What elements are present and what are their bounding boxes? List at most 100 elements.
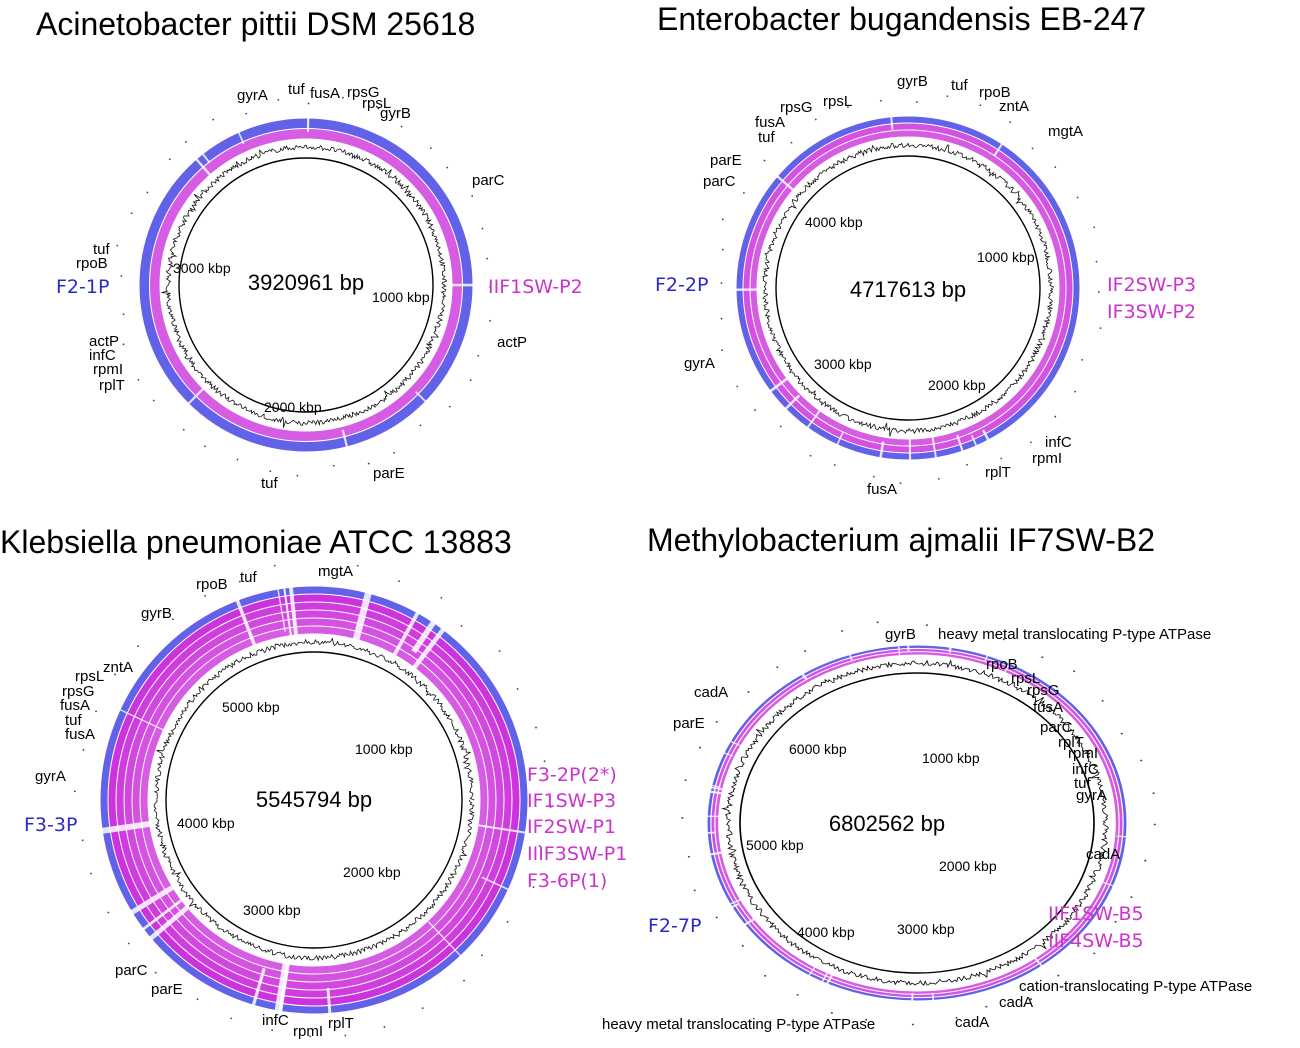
comparison-ring: [140, 626, 488, 974]
annotation-dot: [1144, 859, 1147, 862]
alignment-gap: [711, 784, 721, 788]
comparison-strain-label: IF1SW-P3: [527, 790, 616, 812]
annotation-dot: [955, 1016, 958, 1019]
annotation-dot: [965, 632, 968, 635]
comparison-ring: [711, 648, 1123, 998]
alignment-gap: [981, 429, 990, 441]
alignment-gap: [806, 409, 821, 429]
annotation-dot: [830, 1011, 833, 1014]
annotation-dot: [865, 1018, 868, 1021]
gene-label: zntA: [999, 98, 1029, 115]
annotation-dot: [1041, 656, 1044, 659]
comparison-strain-label: IIF1SW-B5: [1048, 903, 1144, 925]
alignment-gap: [326, 987, 332, 1014]
gc-content-track: [720, 659, 1109, 986]
annotation-dot: [152, 399, 155, 402]
gene-label: tuf: [240, 569, 258, 586]
gene-label: gyrA: [237, 87, 268, 104]
alignment-gap: [130, 884, 175, 915]
alignment-gap: [477, 824, 526, 834]
reference-ring: [100, 586, 528, 1014]
annotation-dot: [446, 166, 449, 169]
genome-ring-map: [73, 564, 552, 1038]
gene-label: heavy metal translocating P-type ATPase: [938, 626, 1211, 643]
annotation-dot: [1099, 327, 1102, 330]
comparison-ring: [743, 123, 1073, 453]
alignment-gap: [970, 434, 978, 447]
annotation-dot: [747, 691, 750, 693]
annotation-dot: [489, 319, 492, 322]
gene-label: fusA: [65, 726, 95, 743]
comparison-ring: [750, 130, 1066, 446]
annotation-dot: [498, 650, 501, 652]
annotation-dot: [469, 379, 472, 382]
annotation-dot: [440, 596, 443, 599]
annotation-dot: [204, 445, 206, 448]
annotation-dot: [73, 790, 76, 793]
gene-label: rpsL: [362, 95, 391, 112]
alignment-gap: [993, 143, 1003, 157]
annotation-dot: [1140, 759, 1143, 762]
annotation-dot: [196, 998, 199, 1001]
gene-label: rpsL: [75, 668, 104, 685]
annotation-dot: [809, 454, 812, 457]
comparison-ring: [108, 594, 520, 1006]
alignment-gap: [897, 645, 901, 655]
annotation-dot: [1030, 998, 1033, 1001]
comparison-strain-label: IF2SW-P3: [1107, 274, 1196, 296]
annotation-dot: [323, 568, 326, 570]
gene-label: rpmI: [93, 361, 123, 378]
kbp-label: 3000 kbp: [243, 902, 301, 918]
gene-label: cation-translocating P-type ATPase: [1019, 978, 1252, 995]
annotation-dot: [489, 286, 492, 288]
comparison-strain-label: IF2SW-P1: [527, 816, 616, 838]
gene-label: rpoB: [986, 656, 1018, 673]
gene-label: cadA: [999, 994, 1033, 1011]
annotation-dot: [273, 564, 276, 567]
annotation-dot: [1029, 441, 1032, 444]
annotation-dot: [377, 107, 380, 110]
annotation-dot: [846, 106, 849, 109]
gene-label: fusA: [60, 697, 90, 714]
annotation-dot: [1074, 390, 1077, 393]
gene-label: rpsL: [1011, 670, 1040, 687]
gene-label: gyrB: [380, 105, 411, 122]
gene-label: actP: [497, 334, 527, 351]
annotation-dot: [122, 343, 125, 346]
comparison-strain-label: IIIF3SW-P1: [527, 843, 627, 865]
gene-label: rpsL: [823, 93, 852, 110]
annotation-dot: [107, 911, 110, 914]
alignment-gap: [142, 899, 183, 931]
reference-strain-label: F2-2P: [655, 274, 708, 296]
gene-label: parE: [710, 152, 742, 169]
alignment-gap: [710, 790, 723, 795]
annotation-dot: [736, 385, 739, 388]
annotation-dot: [1073, 670, 1076, 673]
annotation-dot: [743, 191, 745, 194]
alignment-gap: [879, 441, 885, 458]
annotation-dot: [741, 944, 744, 947]
gene-label: fusA: [1033, 699, 1063, 716]
kbp-label: 5000 kbp: [746, 837, 804, 853]
gene-label: mgtA: [1048, 123, 1083, 140]
gene-label: rpoB: [196, 576, 228, 593]
alignment-gap: [149, 905, 189, 941]
annotation-dot: [296, 474, 299, 477]
annotation-dot: [471, 195, 474, 197]
annotation-dot: [979, 104, 982, 107]
genome-size: 4717613 bp: [850, 277, 966, 302]
gene-labels: gyrB heavy metal translocating P-type AT…: [602, 626, 1252, 1033]
annotation-dot: [687, 855, 690, 858]
annotation-dot: [1093, 952, 1096, 955]
annotation-dot: [137, 378, 140, 381]
kbp-label: 2000 kbp: [939, 858, 997, 874]
gene-label: fusA: [755, 114, 785, 131]
gene-label: gyrA: [35, 768, 66, 785]
annotation-dot: [171, 618, 174, 621]
alignment-gap: [201, 153, 211, 164]
annotation-dot: [1009, 121, 1012, 124]
gene-label: infC: [262, 1012, 289, 1029]
gene-labels: rpoB tuf mgtA gyrB zntA rpsL rpsG fusA t…: [35, 563, 354, 1040]
gene-label: gyrB: [885, 626, 916, 643]
alignment-gap: [729, 899, 741, 905]
